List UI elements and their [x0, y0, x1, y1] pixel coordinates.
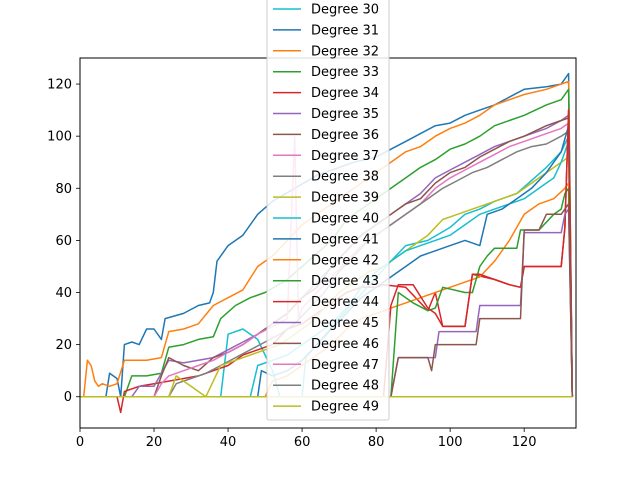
series-line-46 [80, 203, 574, 398]
legend-label: Degree 45 [311, 316, 379, 331]
y-tick-label: 20 [55, 338, 72, 353]
legend-label: Degree 43 [311, 274, 379, 289]
legend-box [266, 0, 390, 421]
legend-label: Degree 40 [311, 212, 379, 227]
series-line-44 [80, 109, 574, 398]
legend-label: Degree 36 [311, 128, 379, 143]
y-tick-label: 80 [55, 182, 72, 197]
legend-label: Degree 38 [311, 170, 379, 185]
y-tick-label: 0 [64, 390, 72, 405]
x-tick-label: 100 [438, 435, 463, 450]
legend-label: Degree 49 [311, 400, 379, 415]
legend-label: Degree 47 [311, 358, 379, 373]
x-tick-label: 40 [220, 435, 237, 450]
legend-label: Degree 46 [311, 337, 379, 352]
y-tick-label: 40 [55, 286, 72, 301]
legend-label: Degree 30 [311, 3, 379, 18]
series-line-30 [80, 135, 574, 398]
legend-label: Degree 31 [311, 23, 379, 38]
tick-layer: 0 20 40 60 80 100 120 0 20 40 60 80 100 120 [47, 78, 536, 450]
legend-label: Degree 32 [311, 44, 379, 59]
x-tick-label: 20 [146, 435, 163, 450]
legend-label: Degree 41 [311, 232, 379, 247]
legend-label: Degree 33 [311, 65, 379, 80]
x-tick-label: 80 [368, 435, 385, 450]
legend-label: Degree 44 [311, 295, 379, 310]
y-tick-label: 120 [47, 78, 72, 93]
legend-label: Degree 34 [311, 86, 379, 101]
series-line-31 [80, 72, 574, 398]
series-line-43 [80, 187, 574, 398]
x-tick-label: 60 [294, 435, 311, 450]
y-tick-label: 100 [47, 130, 72, 145]
legend-label: Degree 37 [311, 149, 379, 164]
x-tick-label: 0 [76, 435, 84, 450]
legend-label: Degree 35 [311, 107, 379, 122]
legend: Degree 30 Degree 31 Degree 32 Degree 33 Degr… [266, 0, 390, 421]
legend-label: Degree 39 [311, 191, 379, 206]
legend-label: Degree 48 [311, 379, 379, 394]
y-tick-label: 60 [55, 234, 72, 249]
x-tick-label: 120 [512, 435, 537, 450]
legend-label: Degree 42 [311, 253, 379, 268]
